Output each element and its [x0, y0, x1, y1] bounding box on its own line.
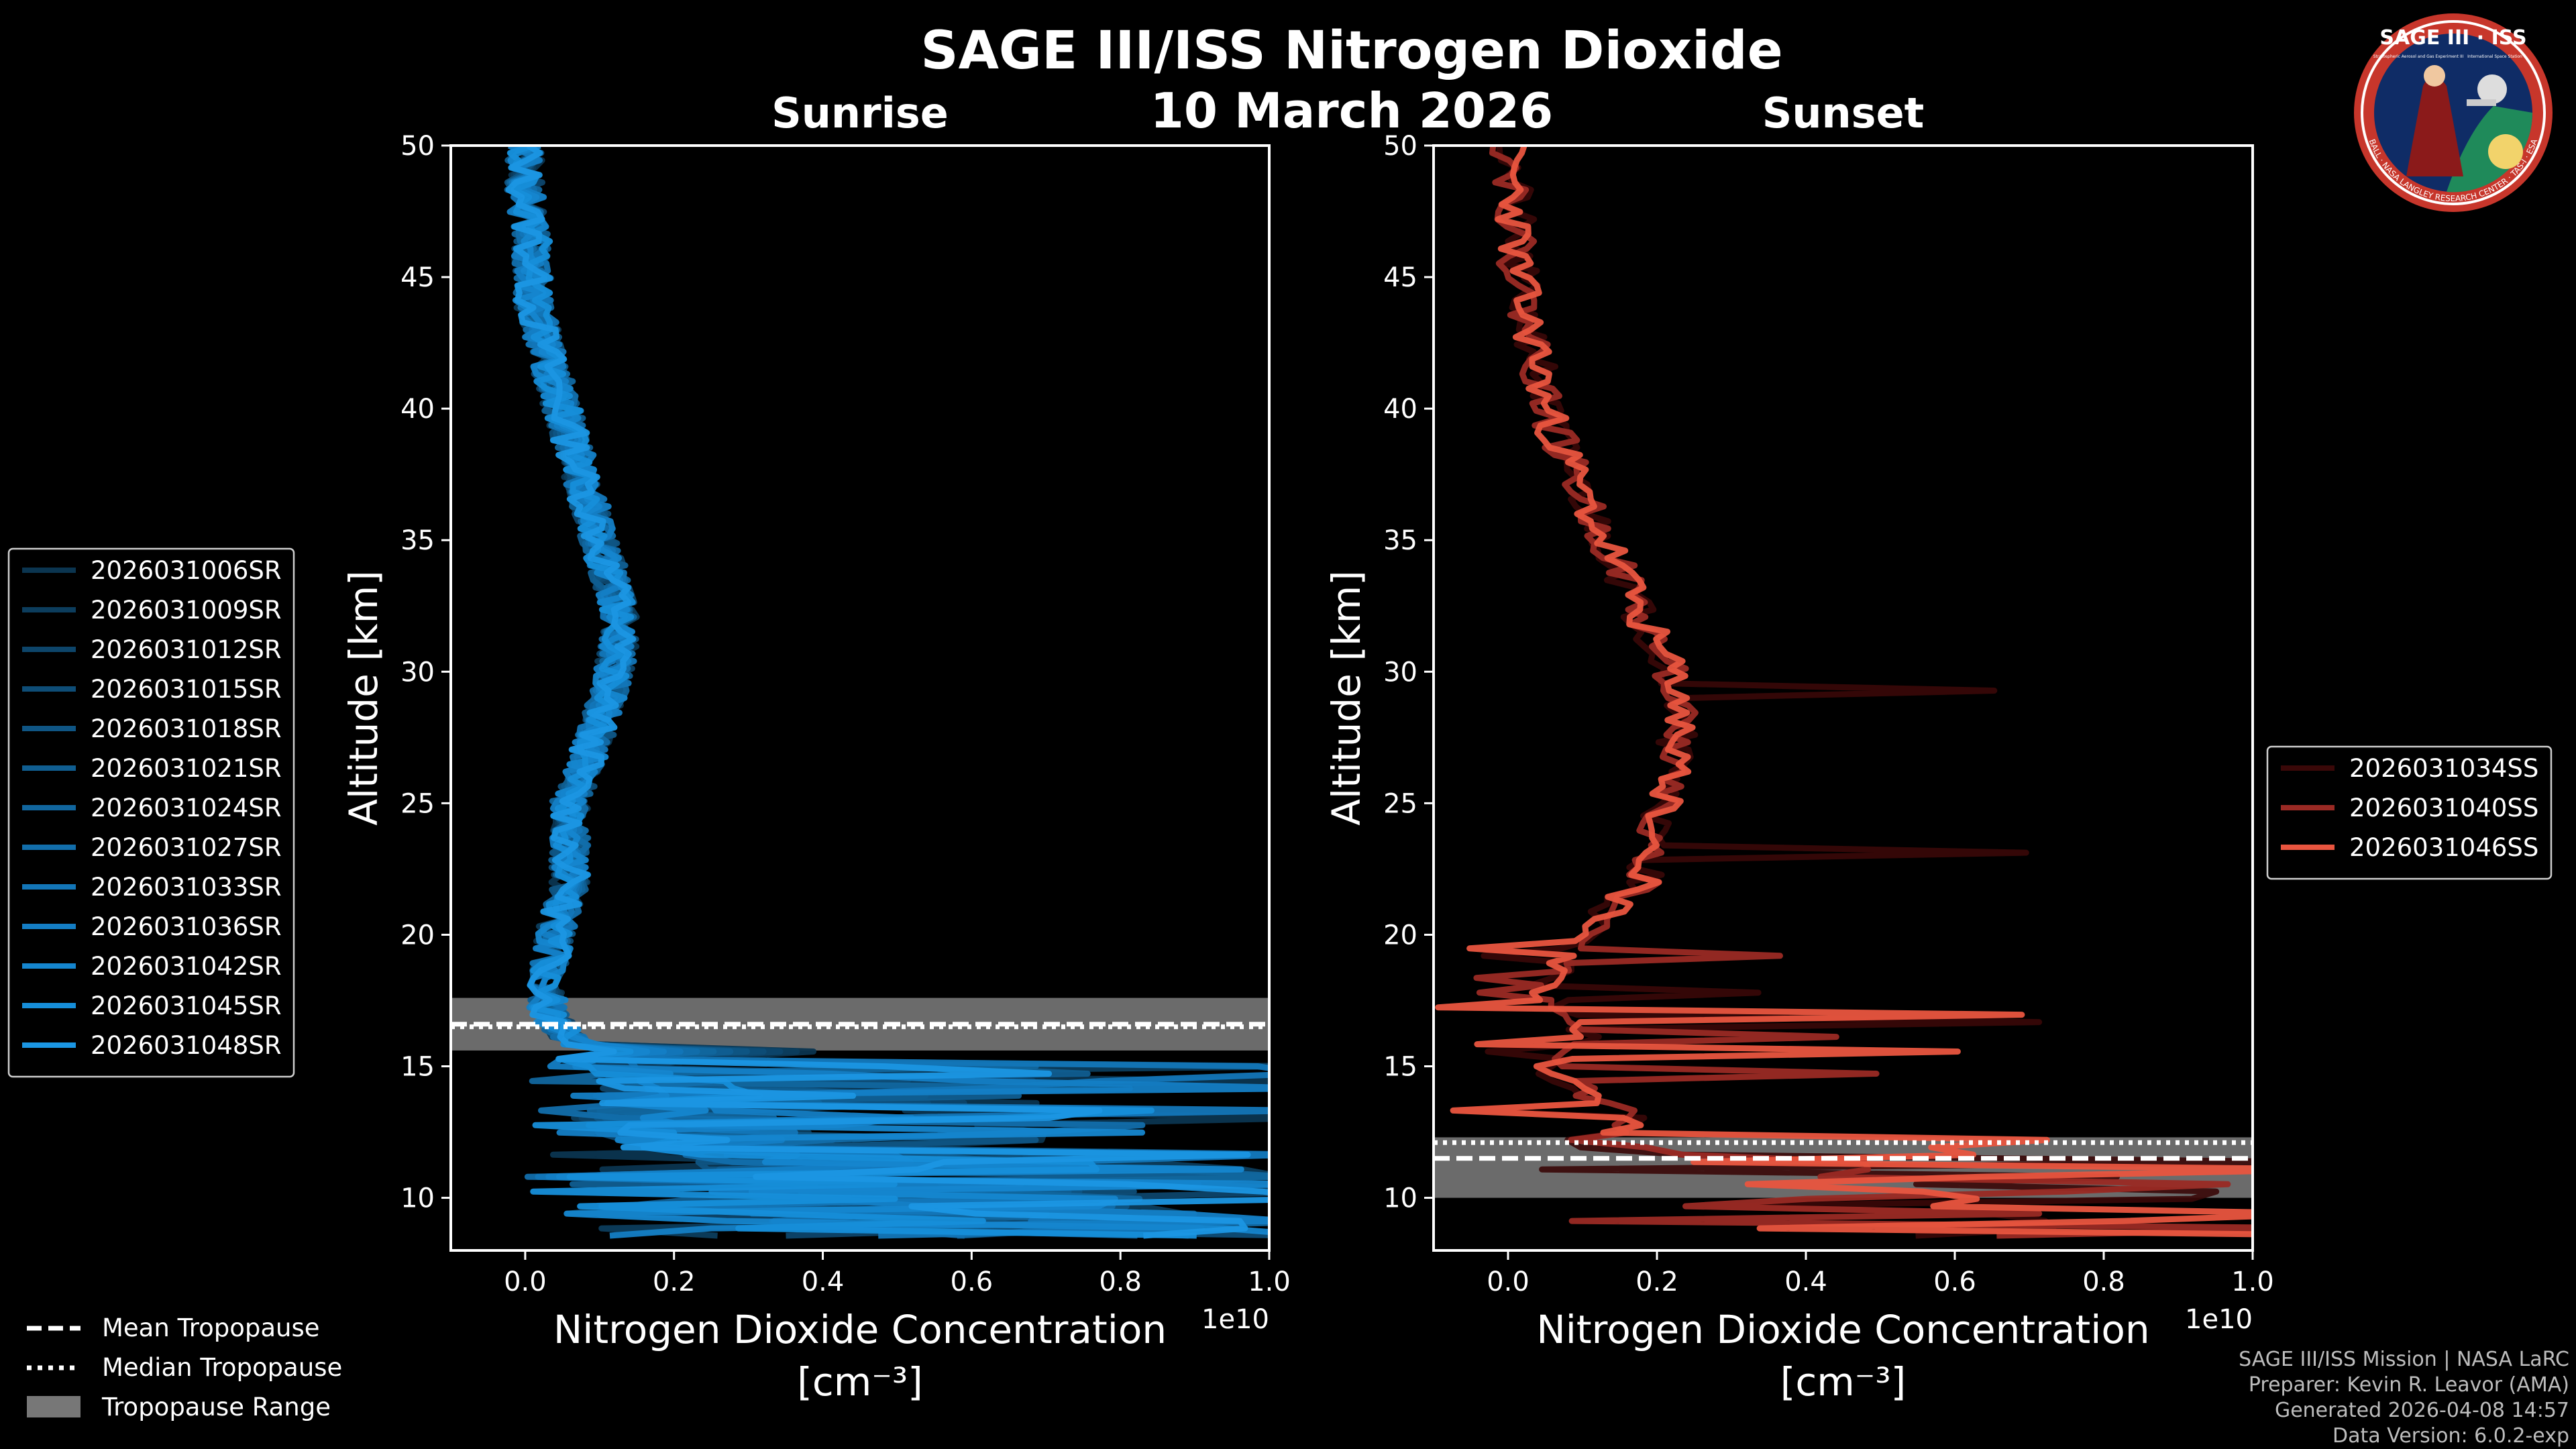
legend-label: 2026031015SR [91, 675, 282, 704]
sunset-panel: 0.0 0.2 0.4 0.6 0.8 1.0 10 15 20 25 30 35 40 45 50 Suns… [1324, 89, 2274, 1405]
credit-line-3: Generated 2026-04-08 14:57 [2275, 1399, 2569, 1422]
x-tick-label: 0.6 [1933, 1267, 1976, 1297]
logo-top-text: SAGE III · ISS [2379, 26, 2526, 50]
y-tick-label: 50 [400, 131, 435, 162]
tropopause-legend: Mean Tropopause Median Tropopause Tropop… [27, 1313, 342, 1421]
x-tick-label: 0.0 [1487, 1267, 1529, 1297]
logo-white-ring [2361, 20, 2546, 205]
y-tick-label: 20 [400, 920, 435, 951]
x-tick-label: 0.0 [504, 1267, 547, 1297]
legend-label: 2026031012SR [91, 635, 282, 664]
y-tick-label: 40 [400, 394, 435, 425]
panel-title: Sunrise [771, 89, 949, 138]
y-tick-label: 45 [1383, 262, 1417, 293]
tropopause-range-label: Tropopause Range [101, 1393, 331, 1421]
credit-line-2: Preparer: Kevin R. Leavor (AMA) [2249, 1373, 2569, 1397]
series-lines [1435, 146, 2253, 1239]
logo-station-icon [2467, 99, 2496, 106]
sunrise-legend: 2026031006SR 2026031009SR 2026031012SR 2026… [7, 547, 295, 1078]
x-tick-label: 0.4 [1784, 1267, 1827, 1297]
legend-label: 2026031046SS [2349, 833, 2538, 862]
legend-label: 2026031033SR [91, 873, 282, 902]
x-tick-label: 0.4 [802, 1267, 845, 1297]
logo-figure-icon [2406, 76, 2463, 176]
figure-date: 10 March 2026 [1150, 83, 1553, 139]
series-line-2026031048SR [505, 146, 1269, 1239]
legend-label: 2026031018SR [91, 714, 282, 743]
legend-label: 2026031021SR [91, 754, 282, 783]
x-axis-unit: [cm⁻³] [1780, 1359, 1907, 1405]
series-line-2026031046SS [1435, 146, 2253, 1238]
logo-left-small-text: Stratospheric Aerosol and Gas Experiment… [2373, 54, 2464, 59]
logo-moon-icon [2477, 74, 2507, 104]
y-tick-label: 35 [1383, 525, 1417, 556]
y-tick-label: 40 [1383, 394, 1417, 425]
y-tick-label: 15 [400, 1052, 435, 1083]
y-tick-label: 25 [1383, 788, 1417, 819]
legend-label: 2026031040SS [2349, 794, 2538, 822]
legend-label: 2026031027SR [91, 833, 282, 862]
series-line-2026031034SS [1457, 146, 2253, 1239]
figure-title: SAGE III/ISS Nitrogen Dioxide [920, 21, 1782, 81]
y-tick-label: 50 [1383, 131, 1417, 162]
x-tick-label: 1.0 [1248, 1267, 1291, 1297]
median-tropopause-label: Median Tropopause [102, 1353, 342, 1382]
x-tick-label: 0.8 [1099, 1267, 1142, 1297]
y-tick-label: 35 [400, 525, 435, 556]
x-multiplier-label: 1e10 [2185, 1304, 2253, 1335]
x-tick-label: 0.6 [951, 1267, 994, 1297]
logo-figure-head-icon [2424, 65, 2445, 87]
sunrise-panel: 0.0 0.2 0.4 0.6 0.8 1.0 10 15 20 25 30 35 40 45 50 Sunr… [341, 89, 1291, 1405]
legend-label: 2026031006SR [91, 556, 282, 585]
legend-label: 2026031034SS [2349, 754, 2538, 783]
y-tick-label: 15 [1383, 1052, 1417, 1083]
logo-right-small-text: International Space Station [2467, 54, 2522, 59]
tropopause-range-swatch [27, 1396, 80, 1417]
credit-line-1: SAGE III/ISS Mission | NASA LaRC [2239, 1348, 2569, 1371]
y-axis-label: Altitude [km] [1324, 570, 1369, 825]
axes-frame [449, 144, 1271, 1252]
axes-frame [1432, 144, 2254, 1252]
y-tick-label: 30 [1383, 657, 1417, 688]
x-tick-label: 0.2 [1635, 1267, 1678, 1297]
legend-label: 2026031036SR [91, 912, 282, 941]
y-tick-label: 30 [400, 657, 435, 688]
x-tick-label: 0.2 [653, 1267, 696, 1297]
x-axis-label: Nitrogen Dioxide Concentration [553, 1307, 1167, 1352]
x-axis-label: Nitrogen Dioxide Concentration [1536, 1307, 2149, 1352]
credits: SAGE III/ISS Mission | NASA LaRC Prepare… [2239, 1348, 2569, 1448]
legend-frame [7, 547, 295, 1078]
legend-label: 2026031009SR [91, 596, 282, 625]
legend-frame [2266, 745, 2553, 880]
sunset-legend: 2026031034SS 2026031040SS 2026031046SS [2266, 745, 2553, 880]
x-axis-unit: [cm⁻³] [797, 1359, 923, 1405]
legend-label: 2026031024SR [91, 794, 282, 822]
legend-label: 2026031042SR [91, 952, 282, 981]
mean-tropopause-label: Mean Tropopause [102, 1313, 320, 1342]
y-tick-label: 10 [1383, 1183, 1417, 1214]
legend-label: 2026031048SR [91, 1031, 282, 1060]
legend-label: 2026031045SR [91, 991, 282, 1020]
panel-title: Sunset [1762, 89, 1925, 138]
y-axis-label: Altitude [km] [341, 570, 386, 825]
sage-iii-iss-logo: SAGE III · ISS Stratospheric Aerosol and… [2354, 13, 2553, 212]
y-tick-label: 10 [400, 1183, 435, 1214]
x-multiplier-label: 1e10 [1201, 1304, 1269, 1335]
y-tick-label: 25 [400, 788, 435, 819]
series-lines [504, 146, 1269, 1239]
y-tick-label: 45 [400, 262, 435, 293]
logo-sun-icon [2488, 134, 2523, 169]
series-line-2026031040SS [1473, 146, 2253, 1239]
x-tick-label: 0.8 [2082, 1267, 2125, 1297]
y-tick-label: 20 [1383, 920, 1417, 951]
x-tick-label: 1.0 [2231, 1267, 2274, 1297]
credit-line-4: Data Version: 6.0.2-exp [2332, 1424, 2569, 1448]
